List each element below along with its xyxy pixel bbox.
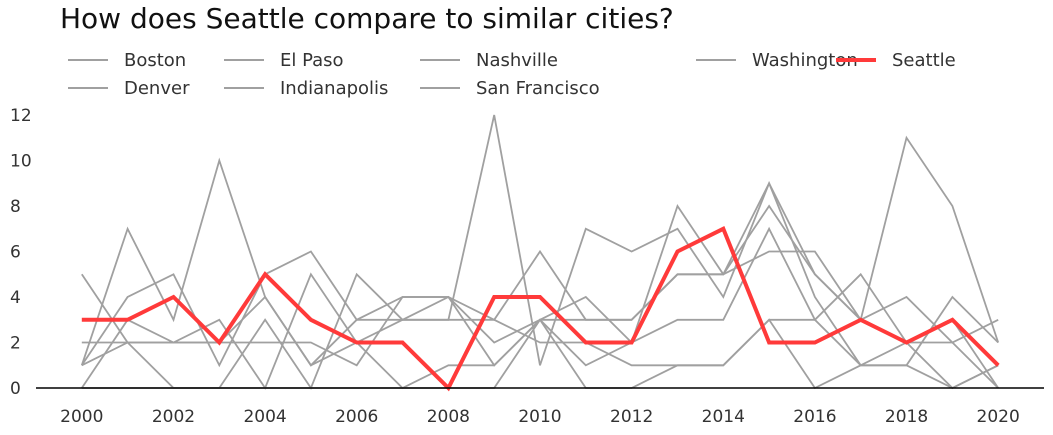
legend-label: Nashville bbox=[476, 49, 559, 71]
y-tick-label: 6 bbox=[10, 243, 21, 263]
legend-swatch bbox=[420, 87, 460, 89]
legend-item-denver: Denver bbox=[68, 76, 189, 100]
series-line-seattle bbox=[81, 226, 1000, 392]
y-tick-label: 12 bbox=[10, 106, 32, 126]
legend-item-indianapolis: Indianapolis bbox=[224, 76, 388, 100]
axes: 2000 2002 2004 2006 2008 2010 2012 2014 2016 2018… bbox=[10, 106, 1044, 427]
legend-item-boston: Boston bbox=[68, 48, 186, 72]
legend-label: Seattle bbox=[892, 49, 956, 71]
series-line-denver bbox=[80, 157, 999, 390]
legend-item-el-paso: El Paso bbox=[224, 48, 344, 72]
x-tick-label: 2004 bbox=[243, 407, 286, 427]
x-tick-label: 2010 bbox=[518, 407, 561, 427]
legend-label: San Francisco bbox=[476, 77, 600, 99]
y-tick-label: 2 bbox=[10, 334, 21, 354]
x-tick-label: 2020 bbox=[977, 407, 1020, 427]
series-line-el-paso bbox=[81, 114, 1000, 390]
legend-swatch bbox=[224, 87, 264, 89]
legend-swatch bbox=[68, 59, 108, 61]
legend-label: Denver bbox=[124, 77, 190, 99]
legend-label: El Paso bbox=[280, 49, 344, 71]
x-tick-label: 2000 bbox=[60, 407, 103, 427]
legend-swatch bbox=[224, 59, 264, 61]
y-tick-label: 8 bbox=[10, 197, 21, 217]
x-tick-label: 2012 bbox=[610, 407, 653, 427]
legend: Boston Denver El Paso Indianapolis Nashville… bbox=[68, 48, 1008, 104]
series-line-nashville bbox=[81, 272, 999, 390]
x-tick-label: 2008 bbox=[427, 407, 470, 427]
legend-label: Indianapolis bbox=[280, 77, 389, 99]
chart-title: How does Seattle compare to similar citi… bbox=[60, 2, 674, 35]
legend-swatch bbox=[420, 59, 460, 61]
legend-item-seattle: Seattle bbox=[836, 48, 956, 72]
y-tick-label: 4 bbox=[10, 288, 21, 308]
x-tick-label: 2002 bbox=[152, 407, 195, 427]
x-tick-label: 2006 bbox=[335, 407, 378, 427]
x-tick-label: 2016 bbox=[793, 407, 836, 427]
y-tick-label: 0 bbox=[10, 379, 21, 399]
legend-label: Washington bbox=[752, 49, 858, 71]
series-line-washington bbox=[81, 226, 999, 390]
y-tick-label: 10 bbox=[10, 152, 32, 172]
legend-swatch bbox=[68, 87, 108, 89]
x-tick-label: 2018 bbox=[885, 407, 928, 427]
legend-item-san-francisco: San Francisco bbox=[420, 76, 600, 100]
series-lines bbox=[80, 114, 1000, 392]
legend-item-washington: Washington bbox=[696, 48, 858, 72]
series-line-san-francisco bbox=[81, 272, 999, 390]
x-tick-label: 2014 bbox=[702, 407, 745, 427]
legend-swatch bbox=[696, 59, 736, 61]
legend-item-nashville: Nashville bbox=[420, 48, 558, 72]
legend-swatch bbox=[836, 58, 876, 62]
legend-label: Boston bbox=[124, 49, 187, 71]
